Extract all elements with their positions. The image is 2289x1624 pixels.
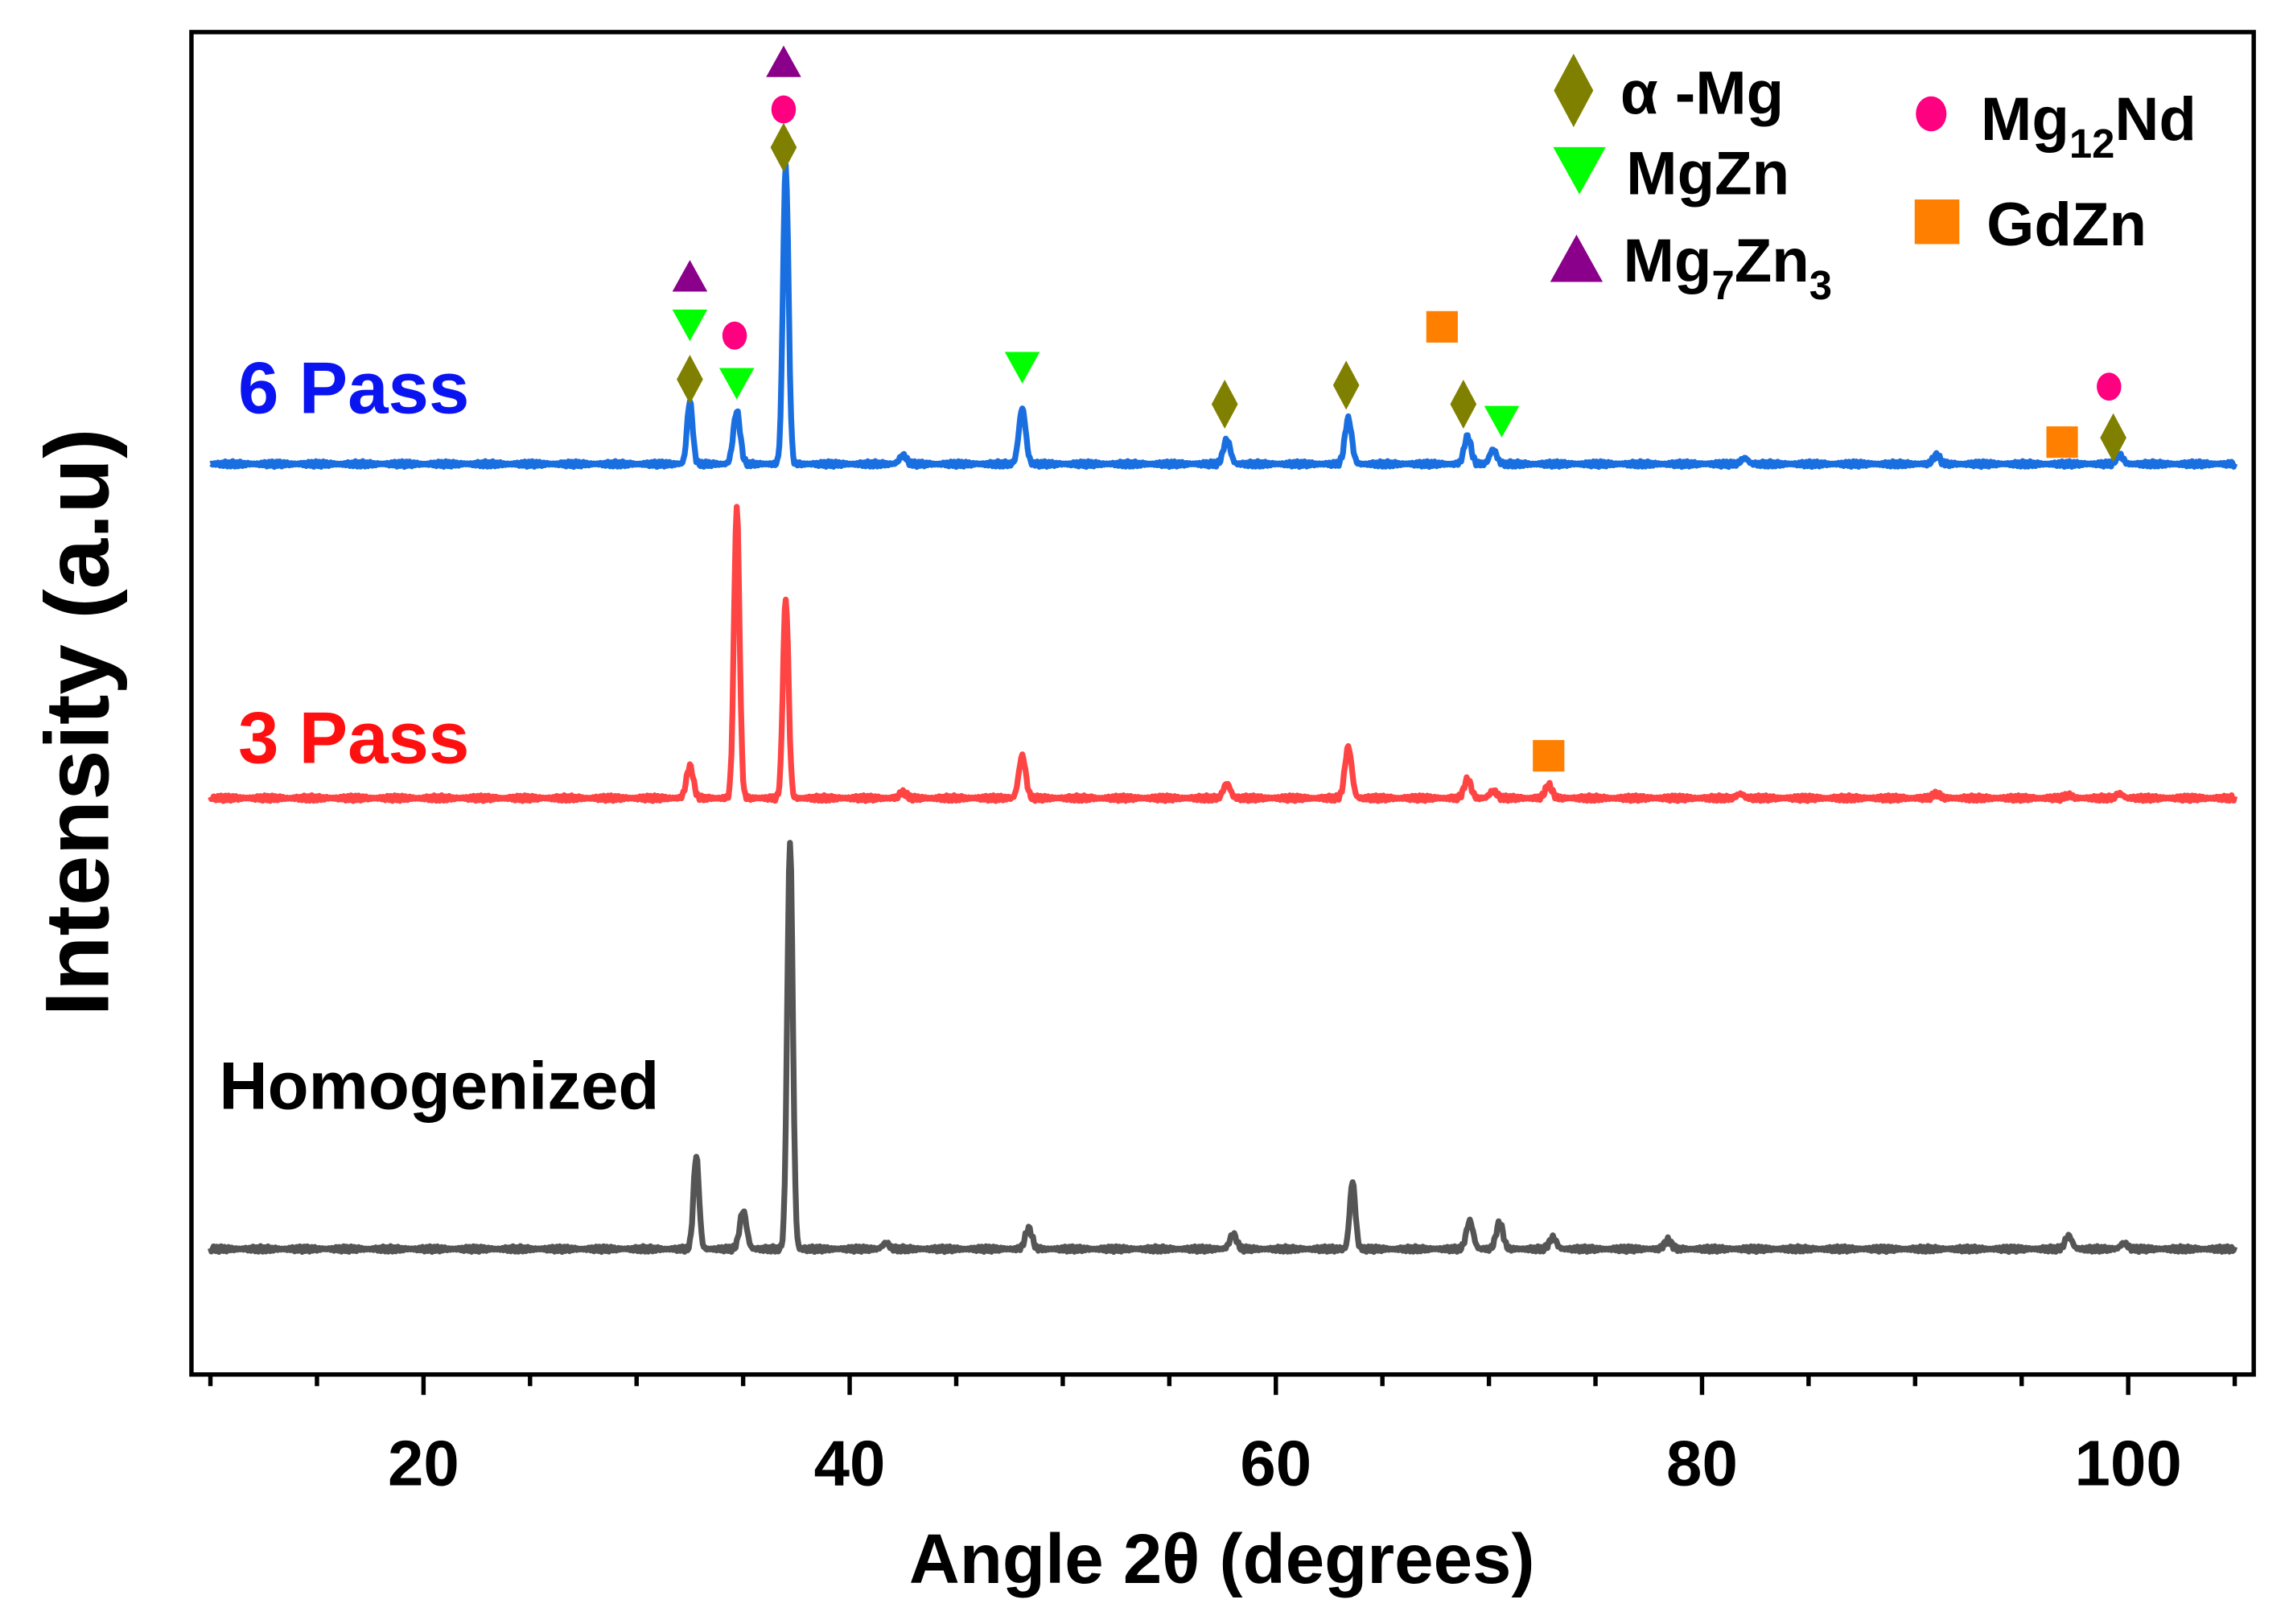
square-marker [1533,740,1565,772]
diamond-marker [1211,380,1238,429]
x-tick-label: 40 [814,1428,886,1499]
legend-square-icon [1914,199,1960,245]
legend-circle-icon [1916,96,1947,132]
square-marker [2046,426,2078,458]
series-label-6-pass: 6 Pass [238,347,469,429]
plot-frame [189,30,2256,1377]
circle-marker [722,321,747,350]
triangle-up-marker [672,260,708,292]
y-axis-label: Intensity (a.u) [27,428,128,1016]
series-line-homogenized [208,840,2238,1256]
diamond-marker [1332,360,1360,410]
triangle-down-marker [1484,405,1520,438]
legend-label: Mg7Zn3 [1623,227,1832,308]
legend-triangle-down-icon [1553,146,1606,195]
circle-marker [771,95,797,124]
x-tick-label: 20 [388,1428,459,1499]
circle-marker [2097,372,2122,401]
triangle-down-marker [672,309,708,342]
square-marker [1426,310,1458,343]
legend-label: MgZn [1626,139,1789,208]
series-label-homogenized: Homogenized [219,1048,659,1124]
legend: α -Mg MgZn Mg7Zn3 Mg12Nd GdZn [1550,53,2196,308]
legend-label: Mg12Nd [1981,85,2196,167]
triangle-down-marker [718,368,755,400]
diamond-marker [770,122,797,172]
phase-markers [672,45,2126,772]
series-line-6-pass [208,161,2238,471]
x-axis-ticks: 20 40 60 80 100 [208,1374,2238,1499]
diamond-marker [2100,413,2126,463]
series-line-3-pass [208,504,2238,804]
triangle-up-marker [766,45,801,77]
series-lines [208,161,2238,1256]
diamond-marker [677,355,703,405]
legend-label: α -Mg [1620,59,1784,127]
x-axis-label: Angle 2θ (degrees) [909,1520,1535,1598]
x-tick-label: 80 [1666,1428,1738,1499]
legend-diamond-icon [1554,53,1594,128]
x-tick-label: 100 [2075,1428,2182,1499]
diamond-marker [1450,380,1477,429]
legend-triangle-up-icon [1550,234,1604,282]
legend-label: GdZn [1986,191,2147,259]
x-tick-label: 60 [1240,1428,1311,1499]
triangle-down-marker [1004,352,1040,384]
series-label-3-pass: 3 Pass [238,698,469,779]
